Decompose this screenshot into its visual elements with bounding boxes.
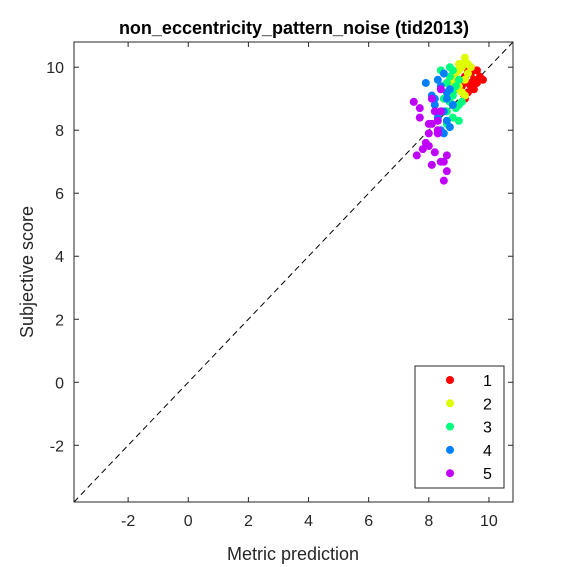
data-point	[409, 97, 418, 106]
data-point	[466, 82, 475, 91]
x-tick-label: 8	[424, 513, 433, 530]
data-point	[448, 91, 457, 100]
legend-marker	[446, 469, 454, 478]
legend-label: 3	[483, 420, 492, 437]
axes-box	[73, 41, 514, 503]
data-point	[430, 101, 439, 110]
data-point	[439, 129, 448, 138]
y-tick-label: 0	[55, 375, 64, 392]
data-point	[436, 85, 445, 94]
data-point	[466, 63, 475, 72]
data-point	[457, 97, 466, 106]
data-point	[427, 94, 436, 103]
legend-label: 1	[483, 373, 492, 390]
y-tick-label: 6	[55, 186, 64, 203]
data-points-layer	[409, 53, 487, 185]
data-point	[442, 167, 451, 176]
data-point	[439, 176, 448, 185]
data-point	[454, 116, 463, 125]
data-point	[460, 53, 469, 62]
y-tick-label: 2	[55, 312, 64, 329]
data-point	[445, 85, 454, 94]
data-point	[448, 66, 457, 75]
legend-marker	[446, 399, 454, 408]
data-point	[451, 82, 460, 91]
data-point	[442, 94, 451, 103]
data-point	[448, 101, 457, 110]
legend-marker	[446, 422, 454, 431]
y-axis-label: Subjective score	[17, 206, 37, 338]
data-point	[439, 157, 448, 166]
y-tick-label: 10	[46, 60, 64, 77]
data-point	[424, 129, 433, 138]
x-tick-label: 0	[184, 513, 193, 530]
y-tick-label: -2	[50, 438, 64, 455]
data-point	[415, 104, 424, 113]
chart-title: non_eccentricity_pattern_noise (tid2013)	[119, 18, 469, 38]
data-point	[463, 69, 472, 78]
legend-marker	[446, 445, 454, 454]
legend-label: 5	[483, 466, 492, 483]
x-tick-label: 2	[244, 513, 253, 530]
data-point	[454, 75, 463, 84]
data-point	[412, 151, 421, 160]
data-point	[415, 113, 424, 122]
data-point	[433, 116, 442, 125]
x-axis-label: Metric prediction	[227, 544, 359, 564]
x-tick-label: -2	[121, 513, 135, 530]
data-point	[424, 119, 433, 128]
data-point	[448, 113, 457, 122]
legend-items: 1 2 3 4 5	[446, 373, 492, 483]
data-point	[433, 75, 442, 84]
data-point	[472, 78, 481, 87]
data-point	[424, 141, 433, 150]
data-point	[421, 78, 430, 87]
data-point	[433, 126, 442, 135]
data-point	[442, 78, 451, 87]
data-point	[427, 160, 436, 169]
x-axis-ticks: -2 0 2 4 6 8 10	[121, 42, 498, 530]
legend-label: 4	[483, 443, 492, 460]
legend-marker	[446, 376, 454, 384]
identity-reference-line	[73, 41, 514, 503]
data-point	[445, 72, 454, 81]
x-tick-label: 6	[364, 513, 373, 530]
x-tick-label: 4	[304, 513, 313, 530]
legend-box	[414, 365, 505, 489]
data-point	[460, 75, 469, 84]
y-tick-label: 8	[55, 123, 64, 140]
data-point	[436, 107, 445, 116]
data-point	[442, 151, 451, 160]
data-point	[439, 69, 448, 78]
data-point	[430, 107, 439, 116]
y-tick-label: 4	[55, 249, 64, 266]
data-point	[472, 66, 481, 75]
x-tick-label: 10	[480, 513, 498, 530]
y-axis-ticks: -2 0 2 4 6 8 10	[46, 60, 513, 455]
legend: 1 2 3 4 5	[414, 365, 505, 489]
data-point	[430, 148, 439, 157]
data-point	[454, 66, 463, 75]
data-point	[460, 91, 469, 100]
data-point	[442, 116, 451, 125]
data-point	[454, 60, 463, 69]
data-point	[418, 145, 427, 154]
legend-label: 2	[483, 396, 492, 413]
data-point	[478, 75, 487, 84]
data-point	[445, 123, 454, 132]
